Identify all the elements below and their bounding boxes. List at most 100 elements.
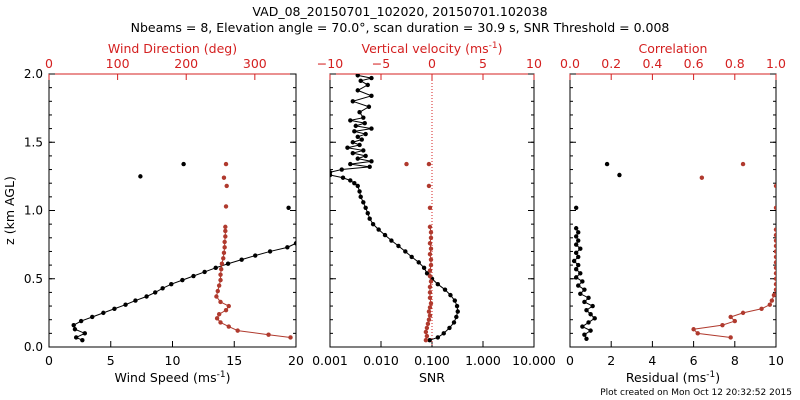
data-point-black [365,82,370,88]
data-point-black [345,145,350,150]
data-point-black [123,302,128,307]
series-group [571,161,776,342]
data-point-black [370,221,376,227]
data-point-red [773,254,776,260]
data-point-red [428,301,434,306]
data-point-black [442,287,448,292]
data-point-black [78,318,84,324]
data-point-black [435,282,441,287]
data-point-red [427,284,433,290]
data-point-red [216,283,222,288]
data-point-red [695,331,700,336]
isolated-point-black [181,161,186,167]
x-bottom-axis-label: Residual (ms-1) [626,370,720,385]
data-point-black [582,287,587,292]
data-point-black [578,271,583,276]
data-point-black [416,260,421,265]
isolated-point-red [404,161,409,167]
data-point-red [266,332,271,337]
data-point-black [573,242,579,247]
x-top-tick-label: 100 [106,56,130,71]
x-top-tick-label: 0 [45,56,53,71]
data-point-black [366,104,372,109]
data-point-black [112,306,117,311]
data-point-red [221,256,226,261]
data-point-black [340,175,346,180]
data-point-red [773,238,776,243]
data-point-red [769,298,775,303]
x-bottom-tick-label: 10.000 [512,353,556,368]
data-point-black [455,309,460,314]
data-point-red [428,235,434,240]
data-point-black [348,118,353,123]
data-point-black [80,337,85,343]
data-point-black [357,189,362,194]
data-point-black [578,246,583,251]
data-point-red [226,303,231,309]
data-point-black [573,250,579,256]
data-point-black [454,314,459,320]
data-point-red [428,262,434,268]
x-top-tick-label: 0.0 [560,56,580,71]
isolated-point-red [224,183,229,189]
data-point-black [73,335,79,340]
data-point-black [435,335,441,340]
data-point-red [222,239,227,245]
data-point-red [427,224,433,230]
data-point-black [369,93,374,99]
data-point-black [71,322,76,328]
x-top-tick-label: 10 [526,56,542,71]
x-bottom-axis-label: SNR [419,370,445,385]
data-point-red [235,328,240,333]
data-point-black [355,156,360,161]
isolated-point-black [286,205,291,210]
isolated-point-black [617,172,622,178]
isolated-point-red [221,175,227,180]
data-point-red [773,232,776,238]
data-point-red [428,257,434,262]
series-line-black [73,242,296,341]
chart-title-line1: VAD_08_20150701_102020, 20150701.102038 [252,4,548,19]
data-point-black [576,254,581,260]
series-line-black [573,228,596,340]
data-point-black [213,265,218,271]
data-point-black [573,275,579,280]
data-point-red [219,266,224,272]
data-point-black [358,194,363,200]
data-point-black [576,238,581,243]
data-point-black [191,273,196,279]
isolated-point-black [604,161,610,167]
data-point-black [576,283,581,288]
data-point-red [424,333,430,339]
data-point-black [580,324,585,329]
data-point-black [363,153,368,159]
isolated-point-red [773,183,776,189]
data-point-black [576,230,581,235]
data-point-black [90,314,95,320]
data-point-black [582,299,587,305]
data-point-black [452,298,458,303]
data-point-black [369,75,374,81]
x-bottom-tick-label: 8 [731,353,739,368]
data-point-black [144,294,149,299]
data-point-black [180,277,185,283]
data-point-black [350,150,356,156]
data-point-black [571,258,577,264]
data-point-red [728,335,733,340]
data-point-black [586,295,591,301]
panel-residual: 0 2 4 6 8 10 0.0 0.2 0.4 0.6 0.8 1.0 [560,56,786,368]
data-point-red [223,224,228,230]
data-point-black [421,265,427,271]
data-point-black [448,292,453,298]
data-point-black [133,298,138,303]
data-point-black [573,266,579,272]
data-point-red [222,245,227,250]
data-point-black [267,249,273,254]
x-bottom-tick-label: 0.010 [363,353,399,368]
data-point-black [169,282,174,287]
x-bottom-tick-label: 4 [648,353,656,368]
data-point-red [218,299,223,305]
data-point-black [424,271,430,276]
y-tick-label: 1.0 [24,204,43,218]
data-point-black [361,148,366,153]
